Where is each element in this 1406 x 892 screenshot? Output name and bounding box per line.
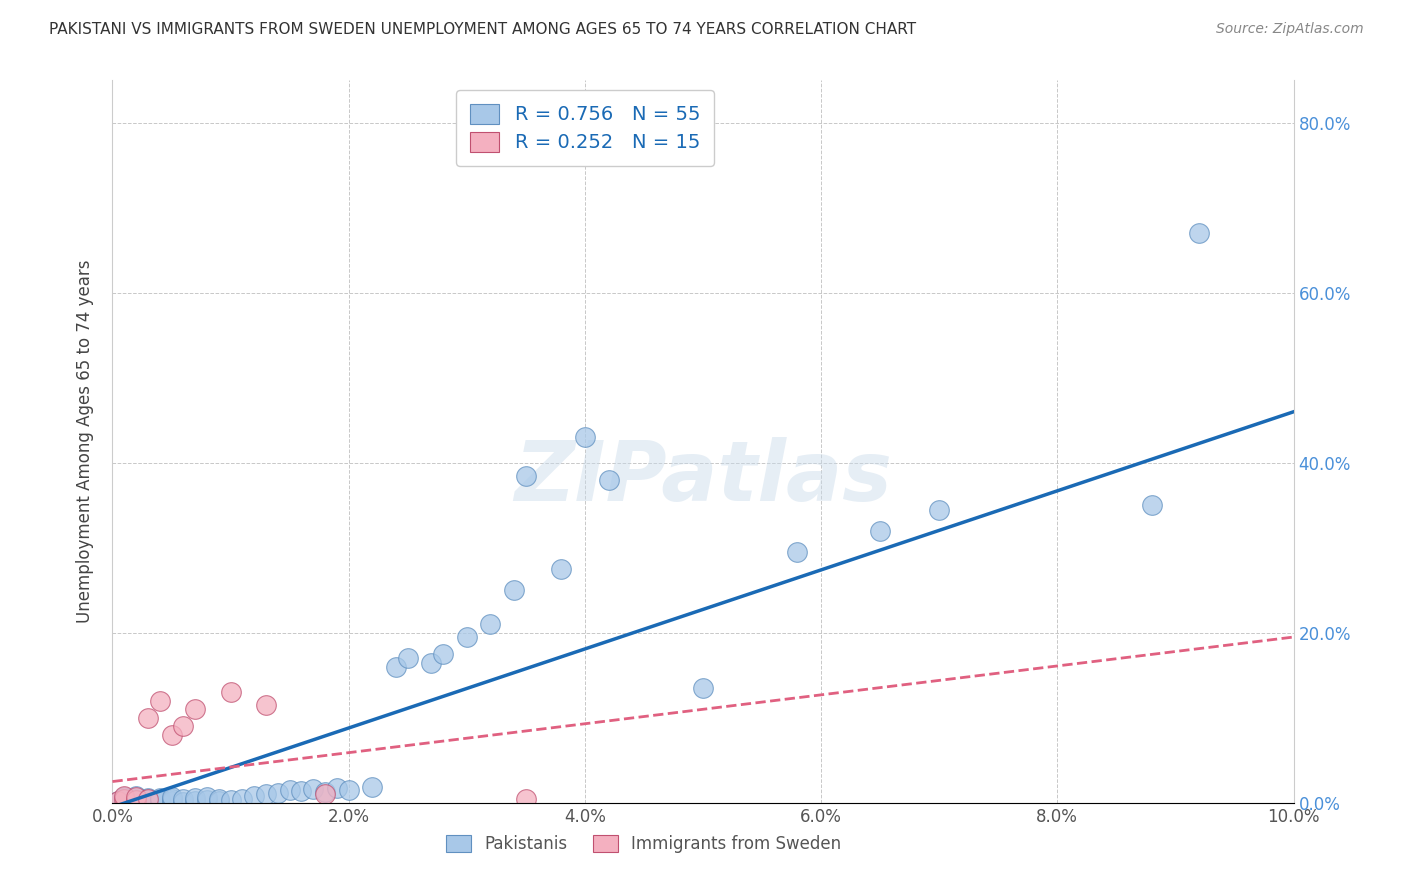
Point [125,793,148,807]
Point [208,794,231,808]
Point [107,794,129,808]
Point [219,685,242,699]
Point [136,790,159,805]
Point [420,656,443,670]
Text: ZIPatlas: ZIPatlas [515,437,891,518]
Point [550,562,572,576]
Point [928,502,950,516]
Point [136,792,159,806]
Point [136,711,159,725]
Y-axis label: Unemployment Among Ages 65 to 74 years: Unemployment Among Ages 65 to 74 years [76,260,94,624]
Point [149,790,172,805]
Point [1188,227,1211,241]
Point [149,795,172,809]
Point [361,780,384,795]
Point [869,524,891,538]
Point [456,630,478,644]
Legend: Pakistanis, Immigrants from Sweden: Pakistanis, Immigrants from Sweden [440,828,848,860]
Point [184,794,207,808]
Point [195,789,218,804]
Point [195,793,218,807]
Point [125,795,148,809]
Point [254,787,277,801]
Point [267,786,290,800]
Text: Source: ZipAtlas.com: Source: ZipAtlas.com [1216,22,1364,37]
Point [107,794,129,808]
Point [290,784,312,798]
Point [208,791,231,805]
Point [503,583,526,598]
Point [112,795,135,809]
Point [574,430,596,444]
Point [184,790,207,805]
Point [136,791,159,805]
Point [112,789,135,804]
Point [1140,498,1163,512]
Point [172,719,194,733]
Point [515,468,537,483]
Point [219,793,242,807]
Point [112,789,135,803]
Point [149,793,172,807]
Point [112,792,135,806]
Point [314,785,336,799]
Point [598,473,620,487]
Point [125,793,148,807]
Point [278,783,301,797]
Point [432,647,454,661]
Point [125,789,148,803]
Point [243,789,266,803]
Point [136,794,159,808]
Point [125,789,148,804]
Text: PAKISTANI VS IMMIGRANTS FROM SWEDEN UNEMPLOYMENT AMONG AGES 65 TO 74 YEARS CORRE: PAKISTANI VS IMMIGRANTS FROM SWEDEN UNEM… [49,22,917,37]
Point [231,792,253,806]
Point [337,783,360,797]
Point [302,782,325,797]
Point [184,702,207,716]
Point [326,781,349,796]
Point [172,795,194,809]
Point [149,694,172,708]
Point [160,728,183,742]
Point [314,787,336,801]
Point [786,545,808,559]
Point [515,791,537,805]
Point [479,617,502,632]
Point [112,791,135,805]
Point [172,791,194,805]
Point [254,698,277,712]
Point [160,792,183,806]
Point [125,791,148,805]
Point [160,794,183,808]
Point [112,793,135,807]
Point [160,789,183,804]
Point [385,660,408,674]
Point [396,651,419,665]
Point [692,681,714,695]
